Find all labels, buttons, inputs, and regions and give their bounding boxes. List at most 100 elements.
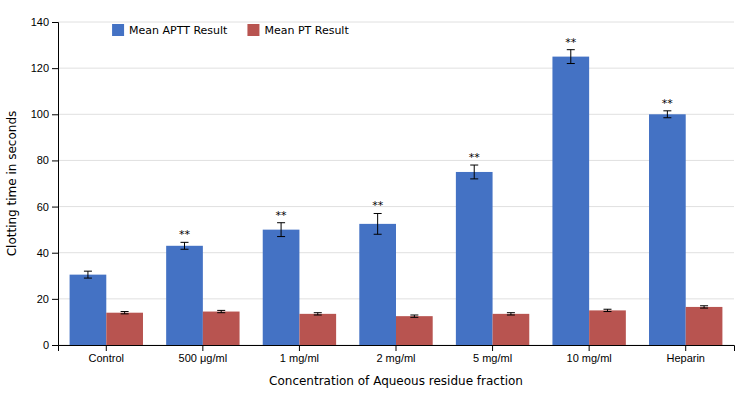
error-bar	[470, 165, 478, 179]
series	[70, 50, 686, 345]
error-bar	[181, 242, 189, 249]
error-bar	[121, 312, 129, 314]
axis-line	[52, 23, 59, 346]
annotation: **	[179, 228, 191, 241]
bar	[359, 224, 396, 345]
tick-label: 10 mg/ml	[567, 352, 612, 364]
bar	[493, 314, 530, 345]
tick-label: 80	[37, 154, 49, 166]
error-bar	[217, 310, 225, 312]
tick-mark	[396, 345, 397, 351]
chart: 0 20 40 60 80 100 120 140 Control 500 μg/ml 1 mg/m…	[0, 0, 749, 397]
tick-mark	[52, 253, 58, 254]
error-bar	[603, 309, 611, 311]
tick: 20	[37, 293, 58, 305]
annotation: **	[469, 151, 481, 164]
bar	[686, 307, 723, 345]
error-bar	[410, 315, 418, 317]
tick-mark	[52, 114, 58, 115]
legend-label: Mean PT Result	[264, 24, 349, 37]
error-bars	[84, 50, 671, 278]
tick-label: 120	[31, 62, 49, 74]
tick: 100	[31, 108, 58, 120]
error-bar	[374, 213, 382, 234]
legend: Mean APTT Result Mean PT Result	[112, 24, 349, 37]
tick-mark	[52, 207, 58, 208]
tick: 500 μg/ml	[179, 345, 228, 364]
tick-label: 100	[31, 108, 49, 120]
series	[106, 306, 722, 345]
bar	[263, 230, 300, 345]
bar	[456, 172, 493, 345]
tick: 2 mg/ml	[376, 345, 415, 364]
grid-line	[58, 68, 734, 69]
tick-label: 0	[43, 339, 49, 351]
bar	[589, 310, 626, 345]
tick-mark	[492, 345, 493, 351]
tick-label: 140	[31, 16, 49, 28]
tick: Heparin	[666, 345, 705, 364]
bar	[203, 312, 240, 345]
tick-mark	[299, 345, 300, 351]
tick-label: 500 μg/ml	[179, 352, 228, 364]
tick-mark	[52, 68, 58, 69]
x-axis-title: Concentration of Aqueous residue fractio…	[269, 374, 523, 388]
tick: 1 mg/ml	[280, 345, 319, 364]
tick-label: 1 mg/ml	[280, 352, 319, 364]
tick-label: 60	[37, 201, 49, 213]
tick-label: 20	[37, 293, 49, 305]
bar	[552, 57, 589, 345]
bar	[106, 313, 143, 345]
axis-line	[59, 346, 735, 352]
tick: 80	[37, 154, 58, 166]
annotations: ************	[179, 36, 673, 242]
tick-mark	[106, 345, 107, 351]
tick-label: 2 mg/ml	[376, 352, 415, 364]
grid-line	[58, 22, 734, 23]
tick-mark	[202, 345, 203, 351]
error-bar	[84, 271, 92, 278]
grid-line	[58, 160, 734, 161]
tick: 60	[37, 201, 58, 213]
error-bar	[567, 50, 575, 64]
tick-mark	[52, 299, 58, 300]
tick-mark	[52, 345, 58, 346]
legend-item: Mean PT Result	[247, 24, 349, 37]
error-bar	[277, 223, 285, 237]
bar	[649, 114, 686, 345]
error-bar	[700, 306, 708, 308]
annotation: **	[372, 199, 384, 212]
tick: 0	[43, 339, 58, 351]
tick: 140	[31, 16, 58, 28]
tick-label: 5 mg/ml	[473, 352, 512, 364]
legend-item: Mean APTT Result	[112, 24, 228, 37]
legend-swatch	[112, 24, 124, 36]
bar	[166, 246, 203, 345]
annotation: **	[662, 97, 674, 110]
y-axis: 0 20 40 60 80 100 120 140	[31, 16, 59, 351]
annotation: **	[276, 209, 288, 222]
tick-mark	[685, 345, 686, 351]
tick: 40	[37, 247, 58, 259]
error-bars	[121, 306, 708, 318]
grid-line	[58, 114, 734, 115]
tick-mark	[589, 345, 590, 351]
tick-label: Heparin	[666, 352, 705, 364]
tick: 10 mg/ml	[567, 345, 612, 364]
y-axis-title: Clotting time in seconds	[5, 111, 19, 257]
tick-mark	[52, 160, 58, 161]
error-bar	[663, 111, 671, 118]
tick: 120	[31, 62, 58, 74]
tick-label: 40	[37, 247, 49, 259]
grid-line	[58, 206, 734, 207]
bar	[70, 275, 107, 345]
tick-label: Control	[89, 352, 124, 364]
tick: 5 mg/ml	[473, 345, 512, 364]
error-bar	[507, 313, 515, 315]
plot-area: 0 20 40 60 80 100 120 140 Control 500 μg/ml 1 mg/m…	[31, 16, 735, 364]
bar	[396, 316, 433, 345]
marks	[70, 50, 723, 345]
grid	[58, 22, 734, 345]
bar	[299, 314, 336, 345]
tick: Control	[89, 345, 124, 364]
